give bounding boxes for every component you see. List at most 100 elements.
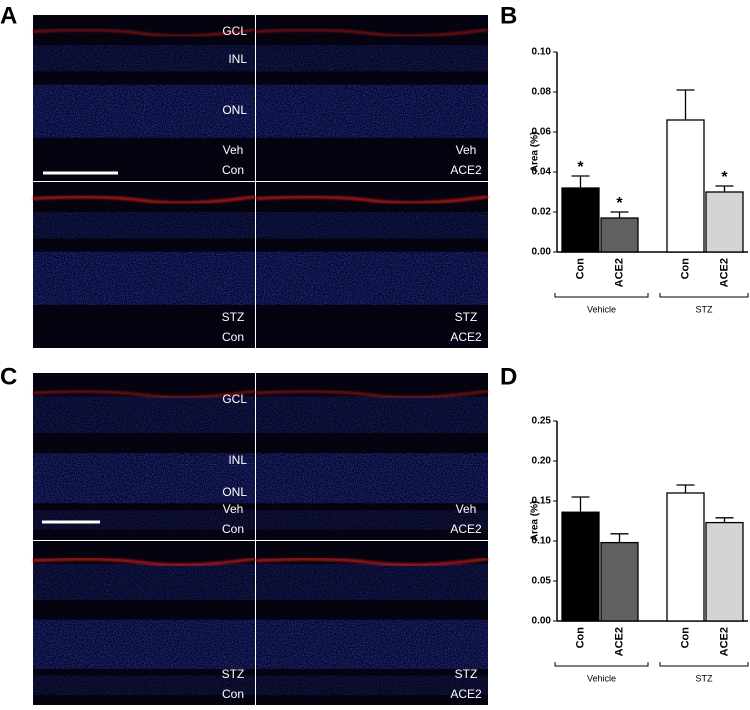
tile-label: STZ bbox=[455, 310, 478, 324]
micrograph bbox=[255, 15, 489, 181]
tile-label: ACE2 bbox=[450, 163, 482, 177]
y-tick-label: 0.15 bbox=[532, 496, 552, 507]
red-stain bbox=[32, 557, 256, 567]
y-tick-label: 0.05 bbox=[532, 576, 552, 587]
nuclear-layer bbox=[33, 509, 255, 530]
y-tick-label: 0.00 bbox=[532, 247, 552, 258]
red-stain bbox=[255, 390, 489, 399]
tile-label: STZ bbox=[222, 310, 245, 324]
significance: * bbox=[721, 169, 728, 186]
tile-label: Con bbox=[222, 163, 244, 177]
y-tick-label: 0.02 bbox=[532, 207, 552, 218]
group-label: Vehicle bbox=[587, 304, 616, 314]
layer-label: GCL bbox=[222, 392, 247, 406]
bar bbox=[666, 119, 705, 253]
nuclear-layer bbox=[256, 563, 488, 601]
x-tick-label: Con bbox=[679, 258, 691, 280]
red-stain bbox=[255, 28, 489, 37]
x-tick-label: Con bbox=[574, 258, 586, 280]
bar bbox=[600, 217, 639, 253]
significance: * bbox=[616, 195, 623, 212]
micrograph bbox=[32, 15, 256, 181]
y-axis-label: Area (%) bbox=[530, 501, 541, 542]
red-stain bbox=[32, 390, 256, 399]
micrograph bbox=[255, 541, 489, 705]
tile-label: ACE2 bbox=[450, 522, 482, 536]
tile-label: Con bbox=[222, 522, 244, 536]
red-stain bbox=[255, 195, 489, 205]
y-tick-label: 0.04 bbox=[532, 167, 552, 178]
tile-label: STZ bbox=[222, 667, 245, 681]
x-tick-label: Con bbox=[679, 627, 691, 649]
nuclear-layer bbox=[33, 44, 255, 72]
tile-label: STZ bbox=[455, 667, 478, 681]
micrograph bbox=[32, 373, 256, 540]
bar bbox=[705, 521, 744, 622]
group-bracket bbox=[659, 293, 749, 298]
bar bbox=[561, 511, 600, 622]
tile-label: ACE2 bbox=[450, 330, 482, 344]
x-tick-label: ACE2 bbox=[718, 627, 730, 656]
nuclear-layer bbox=[256, 211, 488, 239]
x-tick-label: ACE2 bbox=[613, 627, 625, 656]
red-stain bbox=[32, 195, 256, 205]
group-bracket bbox=[554, 662, 649, 667]
nuclear-layer bbox=[256, 44, 488, 72]
nuclear-layer bbox=[33, 396, 255, 434]
y-tick-label: 0.08 bbox=[532, 87, 552, 98]
y-tick-label: 0.10 bbox=[532, 47, 552, 58]
x-tick-label: Con bbox=[574, 627, 586, 649]
bar bbox=[666, 492, 705, 622]
layer-label: INL bbox=[228, 453, 247, 467]
tile-label: Veh bbox=[456, 143, 477, 157]
nuclear-layer bbox=[256, 251, 488, 305]
micrograph bbox=[255, 182, 489, 348]
bar bbox=[600, 541, 639, 622]
bar bbox=[561, 187, 600, 253]
nuclear-layer bbox=[256, 619, 488, 669]
panel-label: B bbox=[500, 2, 517, 29]
red-stain bbox=[255, 557, 489, 567]
panel-label: C bbox=[0, 363, 17, 390]
y-tick-label: 0.10 bbox=[532, 536, 552, 547]
group-label: STZ bbox=[696, 673, 714, 683]
tile-label: Veh bbox=[456, 502, 477, 516]
tile-label: Con bbox=[222, 330, 244, 344]
nuclear-layer bbox=[256, 453, 488, 504]
nuclear-layer bbox=[33, 675, 255, 696]
micrograph bbox=[32, 182, 256, 348]
layer-label: GCL bbox=[222, 24, 247, 38]
nuclear-layer bbox=[33, 211, 255, 239]
nuclear-layer bbox=[256, 675, 488, 696]
group-label: STZ bbox=[696, 304, 714, 314]
tile-label: ACE2 bbox=[450, 687, 482, 701]
nuclear-layer bbox=[256, 396, 488, 434]
nuclear-layer bbox=[33, 251, 255, 305]
panel-label: D bbox=[500, 363, 517, 390]
micrograph bbox=[255, 373, 489, 540]
layer-label: ONL bbox=[222, 485, 247, 499]
bar bbox=[705, 191, 744, 253]
nuclear-layer bbox=[33, 619, 255, 669]
group-label: Vehicle bbox=[587, 673, 616, 683]
layer-label: ONL bbox=[222, 103, 247, 117]
significance: * bbox=[577, 159, 584, 176]
y-axis-label: Area (%) bbox=[530, 132, 541, 173]
y-tick-label: 0.20 bbox=[532, 456, 552, 467]
tile-label: Veh bbox=[223, 143, 244, 157]
x-tick-label: ACE2 bbox=[718, 258, 730, 287]
layer-label: INL bbox=[228, 52, 247, 66]
nuclear-layer bbox=[256, 84, 488, 138]
nuclear-layer bbox=[33, 84, 255, 138]
y-tick-label: 0.06 bbox=[532, 127, 552, 138]
panel-label: A bbox=[0, 2, 17, 29]
group-bracket bbox=[554, 293, 649, 298]
y-tick-label: 0.00 bbox=[532, 616, 552, 627]
group-bracket bbox=[659, 662, 749, 667]
nuclear-layer bbox=[256, 509, 488, 530]
tile-label: Con bbox=[222, 687, 244, 701]
micrograph bbox=[32, 541, 256, 705]
tile-label: Veh bbox=[223, 502, 244, 516]
nuclear-layer bbox=[33, 563, 255, 601]
red-stain bbox=[32, 28, 256, 37]
